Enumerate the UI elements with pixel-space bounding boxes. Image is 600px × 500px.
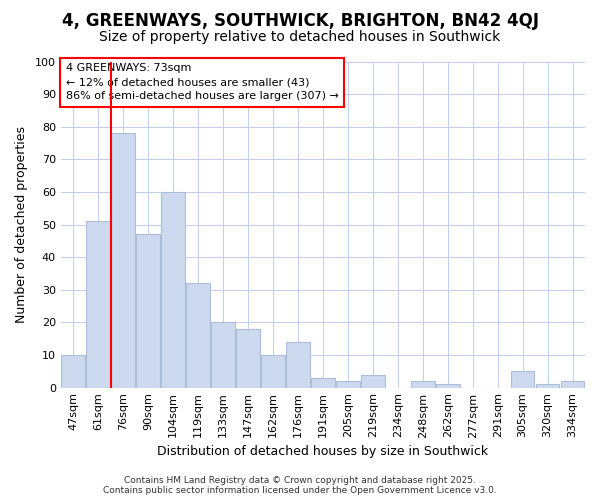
Bar [211,322,235,388]
Bar [112,133,135,388]
Bar [186,283,210,388]
X-axis label: Distribution of detached houses by size in Southwick: Distribution of detached houses by size … [157,444,488,458]
Text: Size of property relative to detached houses in Southwick: Size of property relative to detached ho… [100,30,500,44]
Bar [311,378,335,388]
Bar [361,374,385,388]
Bar [61,355,85,388]
Text: 4 GREENWAYS: 73sqm
← 12% of detached houses are smaller (43)
86% of semi-detache: 4 GREENWAYS: 73sqm ← 12% of detached hou… [66,63,339,101]
Text: 4, GREENWAYS, SOUTHWICK, BRIGHTON, BN42 4QJ: 4, GREENWAYS, SOUTHWICK, BRIGHTON, BN42 … [62,12,539,30]
Bar [536,384,559,388]
Bar [336,381,360,388]
Y-axis label: Number of detached properties: Number of detached properties [15,126,28,323]
Bar [161,192,185,388]
Bar [286,342,310,388]
Bar [236,329,260,388]
Bar [86,222,110,388]
Bar [511,372,535,388]
Bar [261,355,285,388]
Bar [411,381,434,388]
Bar [136,234,160,388]
Bar [560,381,584,388]
Text: Contains HM Land Registry data © Crown copyright and database right 2025.
Contai: Contains HM Land Registry data © Crown c… [103,476,497,495]
Bar [436,384,460,388]
